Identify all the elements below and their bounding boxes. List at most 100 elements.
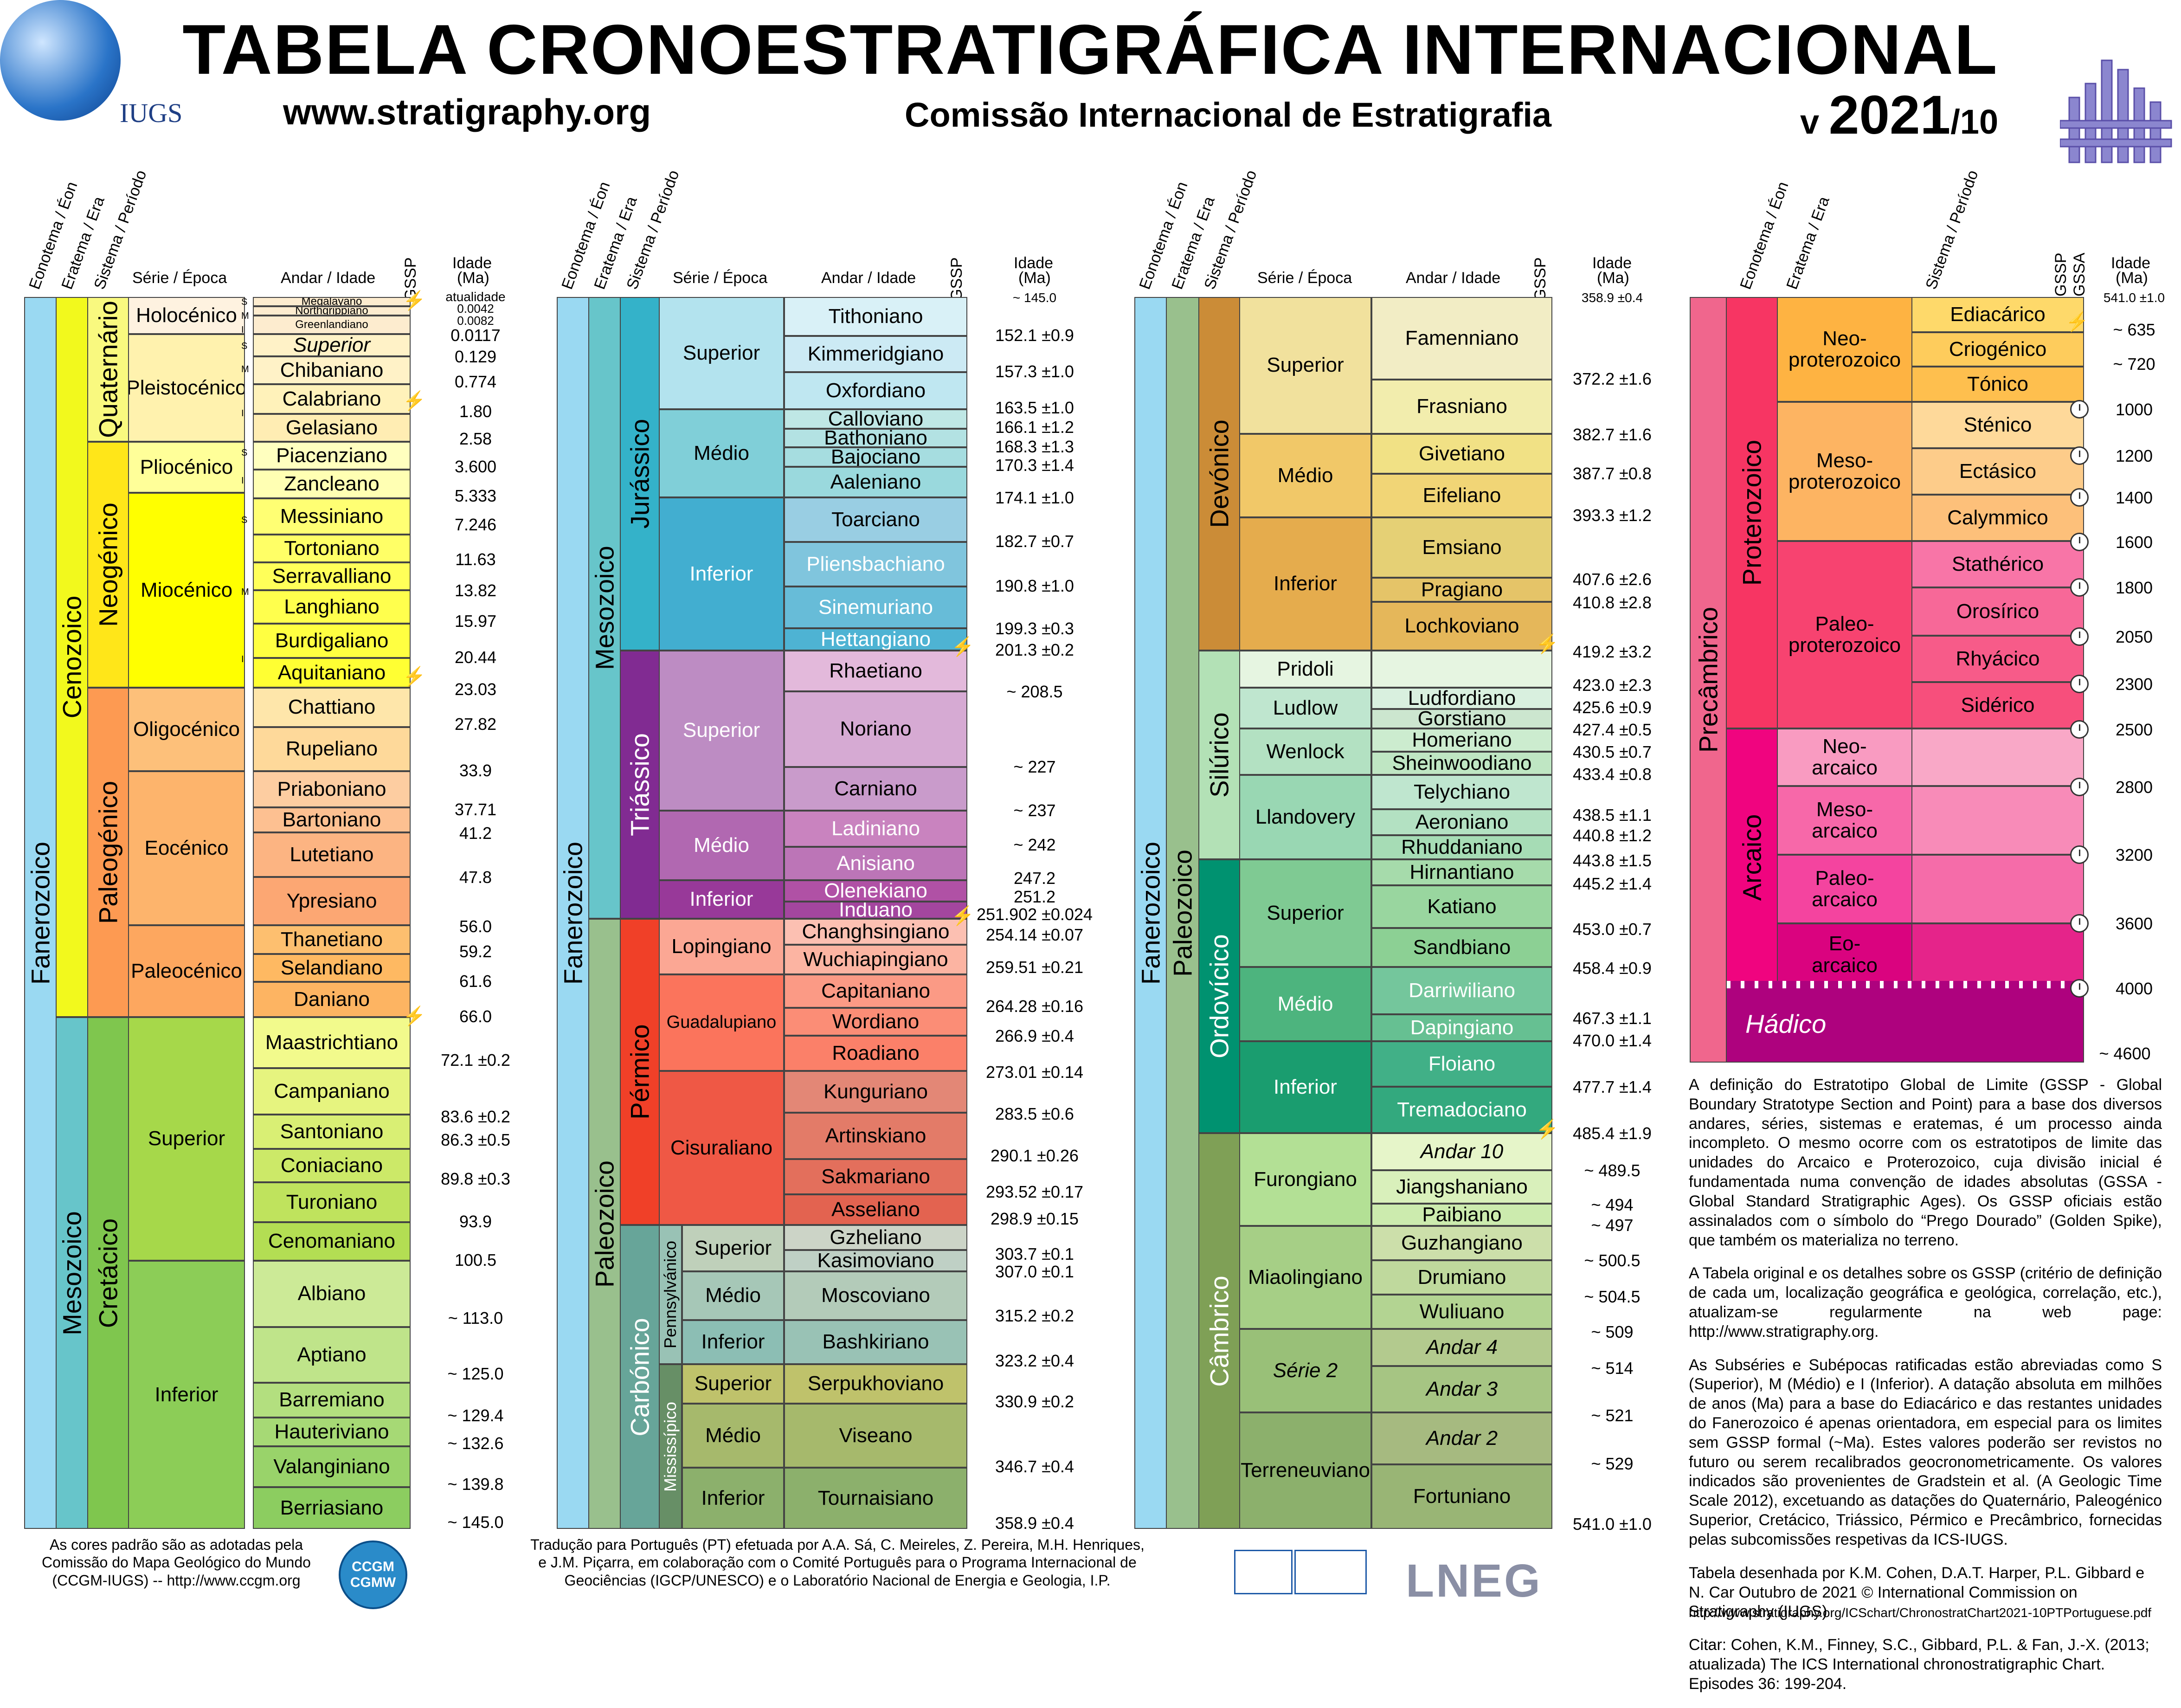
col1-header-age-unit: (Ma) xyxy=(457,269,489,287)
age-value: 298.9 ±0.15 xyxy=(991,1209,1079,1228)
age-value: 41.2 xyxy=(459,824,492,843)
translation-credits: Tradução para Português (PT) efetuada po… xyxy=(530,1536,1145,1589)
age-value: ~ 514 xyxy=(1591,1359,1634,1378)
stage-asseliano: Asseliano xyxy=(784,1194,967,1225)
age-value: 163.5 ±1.0 xyxy=(995,398,1074,417)
stage-floiano: Floiano xyxy=(1371,1041,1552,1087)
col2-header-epoch: Série / Época xyxy=(673,269,768,287)
age-value: 467.3 ±1.1 xyxy=(1573,1009,1652,1028)
col1-header-epoch: Série / Época xyxy=(132,269,227,287)
age-value: 264.28 ±0.16 xyxy=(986,997,1083,1016)
age-value: 72.1 ±0.2 xyxy=(441,1051,510,1070)
gssa-clock-icon xyxy=(2070,778,2089,796)
stage-moscoviano: Moscoviano xyxy=(784,1271,967,1320)
gssa-clock-icon xyxy=(2070,488,2089,507)
stage-thanetiano: Thanetiano xyxy=(253,925,411,954)
col4-header-gssp: GSSP xyxy=(2052,252,2070,296)
period-devonico: Devónico xyxy=(1198,297,1240,651)
era-paleozoico-2: Paleozoico xyxy=(588,919,621,1529)
epoch-eocenico: Eocénico xyxy=(128,771,245,925)
pdf-url[interactable]: http://www.stratigraphy.org/ICSchart/Chr… xyxy=(1689,1605,2152,1620)
age-value: 330.9 ±0.2 xyxy=(995,1392,1074,1411)
period-siderico: Sidérico xyxy=(1911,682,2084,728)
age-value: 152.1 ±0.9 xyxy=(995,326,1074,345)
period-ediacarico: Ediacárico xyxy=(1911,297,2084,332)
age-value: 443.8 ±1.5 xyxy=(1573,851,1652,870)
epoch-wenlock: Wenlock xyxy=(1239,728,1371,775)
age-value: ~ 504.5 xyxy=(1584,1287,1641,1306)
stage-ladiniano: Ladiniano xyxy=(784,811,967,847)
gssa-clock-icon xyxy=(2070,400,2089,419)
age-value: 61.6 xyxy=(459,972,492,991)
iugs-logo-text: IUGS xyxy=(120,98,183,128)
stage-andar-4: Andar 4 xyxy=(1371,1329,1552,1366)
gssa-clock-icon xyxy=(2070,979,2089,998)
age-value: 0.0117 xyxy=(450,326,501,345)
age-value: 266.9 ±0.4 xyxy=(995,1026,1074,1045)
stage-calloviano: Calloviano xyxy=(784,409,967,429)
stage-wuliuano: Wuliuano xyxy=(1371,1295,1552,1329)
golden-spike-icon: ⚡ xyxy=(403,290,426,311)
ccgm-colors-note: As cores padrão são as adotadas pela Com… xyxy=(42,1536,311,1589)
stage-santoniano: Santoniano xyxy=(253,1115,411,1149)
age-value: 174.1 ±1.0 xyxy=(995,488,1074,507)
note-paragraph: A Tabela original e os detalhes sobre os… xyxy=(1689,1264,2162,1341)
col4-header-age-unit: (Ma) xyxy=(2116,269,2148,287)
epoch-oligocenico: Oligocénico xyxy=(128,688,245,771)
age-value: ~ 132.6 xyxy=(447,1434,504,1453)
period-criogenico: Criogénico xyxy=(1911,332,2084,367)
golden-spike-icon: ⚡ xyxy=(403,1006,426,1026)
stage-roadiano: Roadiano xyxy=(784,1036,967,1071)
epoch-guadalupiano: Guadalupiano xyxy=(659,974,784,1071)
period-quaternario: Quaternário xyxy=(87,297,129,442)
stage-pragiano: Pragiano xyxy=(1371,578,1552,602)
stage-rhaetiano: Rhaetiano xyxy=(784,651,967,691)
age-value: 423.0 ±2.3 xyxy=(1573,676,1652,695)
era-paleoproterozoico: Paleo- proterozoico xyxy=(1777,541,1912,728)
age-value: 303.7 ±0.1 xyxy=(995,1244,1074,1263)
stage-andar-10: Andar 10 xyxy=(1371,1133,1552,1170)
golden-spike-icon: ⚡ xyxy=(1536,634,1559,654)
eon-proterozoico: Proterozoico xyxy=(1726,297,1778,728)
age-value: ~ 145.0 xyxy=(1012,290,1057,305)
stage-maastrichtiano: Maastrichtiano xyxy=(253,1017,411,1068)
age-value: 2800 xyxy=(2115,778,2153,797)
stage-tremadociano: Tremadociano xyxy=(1371,1087,1552,1133)
stage-serpukhoviano: Serpukhoviano xyxy=(784,1364,967,1404)
stage-oxfordiano: Oxfordiano xyxy=(784,372,967,409)
stage-bartoniano: Bartoniano xyxy=(253,807,411,832)
age-value: 4000 xyxy=(2115,979,2153,998)
stage-jiangshaniano: Jiangshaniano xyxy=(1371,1170,1552,1204)
version-label: v 2021/10 xyxy=(1800,84,1999,146)
stage-andar-3: Andar 3 xyxy=(1371,1366,1552,1412)
stage-toarciano: Toarciano xyxy=(784,497,967,542)
stage-coniaciano: Coniaciano xyxy=(253,1149,411,1182)
stage-lutetiano: Lutetiano xyxy=(253,832,411,877)
age-value: 458.4 ±0.9 xyxy=(1573,959,1652,978)
stage-selandiano: Selandiano xyxy=(253,954,411,982)
stage-wordiano: Wordiano xyxy=(784,1008,967,1036)
age-value: 307.0 ±0.1 xyxy=(995,1262,1074,1281)
stage-givetiano: Givetiano xyxy=(1371,434,1552,474)
stage-wuchiapingiano: Wuchiapingiano xyxy=(784,945,967,974)
subseries-marker: S xyxy=(241,515,248,525)
age-value: 93.9 xyxy=(459,1212,492,1231)
stage-gzheliano: Gzheliano xyxy=(784,1225,967,1250)
eon-fanerozoico-2: Fanerozoico xyxy=(557,297,589,1529)
stage-emsiano: Emsiano xyxy=(1371,517,1552,578)
subseries-marker: M xyxy=(241,311,249,321)
age-value: ~ 494 xyxy=(1591,1195,1634,1214)
age-value: 83.6 ±0.2 xyxy=(441,1107,510,1126)
age-value: 290.1 ±0.26 xyxy=(991,1146,1079,1165)
age-value: 23.03 xyxy=(454,680,497,699)
age-value: 407.6 ±2.6 xyxy=(1573,570,1652,589)
epoch-jurassico-inferior: Inferior xyxy=(659,497,784,651)
age-value: ~ 242 xyxy=(1013,835,1056,854)
age-value: 2500 xyxy=(2115,720,2153,739)
subseries-marker: I xyxy=(241,654,244,664)
age-value: 541.0 ±1.0 xyxy=(1573,1515,1652,1534)
stage-katiano: Katiano xyxy=(1371,885,1552,928)
golden-spike-icon: ⚡ xyxy=(2065,312,2089,332)
subseries-marker: I xyxy=(241,476,244,486)
age-value: 387.7 ±0.8 xyxy=(1573,464,1652,483)
